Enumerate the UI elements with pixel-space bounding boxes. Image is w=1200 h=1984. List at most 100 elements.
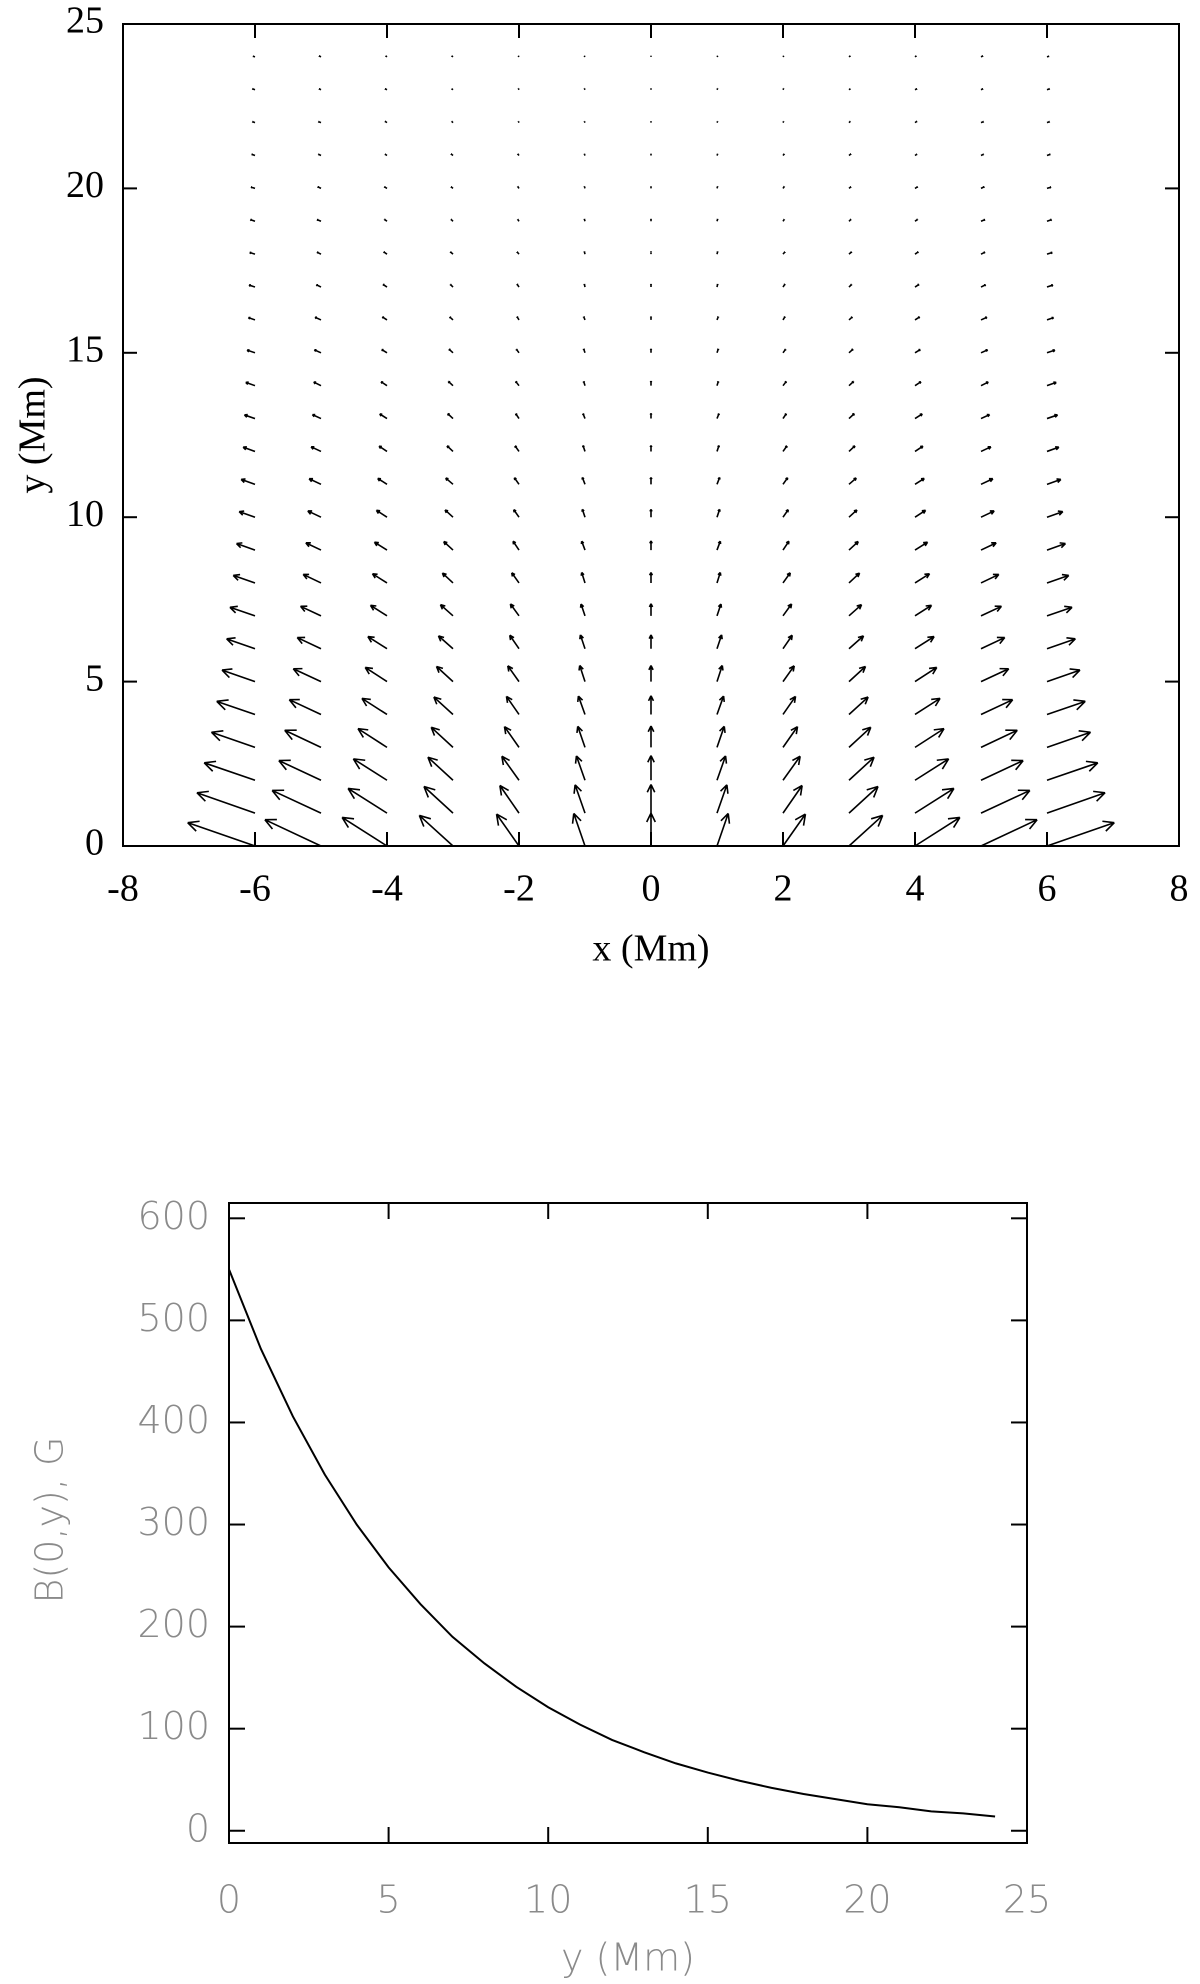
y-axis-label: B(0,y), G <box>28 1437 72 1604</box>
arrow <box>347 787 388 814</box>
arrow <box>445 477 454 485</box>
arrow <box>235 542 256 551</box>
arrow <box>435 665 454 683</box>
arrow <box>649 412 653 419</box>
arrow <box>433 696 454 716</box>
arrow <box>1046 55 1050 58</box>
arrow <box>980 348 989 354</box>
arrow <box>316 218 322 223</box>
arrow <box>247 316 256 321</box>
arrow <box>848 218 852 222</box>
arrow <box>716 603 723 617</box>
arrow <box>848 251 853 255</box>
arrow <box>980 381 989 387</box>
arrow <box>579 603 586 617</box>
y-tick-label: 600 <box>137 1194 210 1238</box>
arrow <box>980 636 1006 650</box>
arrow <box>980 218 986 223</box>
arrow <box>649 380 653 386</box>
arrow <box>1046 478 1062 486</box>
arrow <box>782 218 786 222</box>
arrow <box>314 316 322 321</box>
arrow <box>514 445 520 452</box>
arrow <box>371 572 388 584</box>
y-axis-label: y (Mm) <box>12 376 54 493</box>
arrow <box>310 445 322 453</box>
arrow <box>782 665 796 683</box>
arrow <box>645 812 657 846</box>
arrow <box>352 758 388 781</box>
arrow <box>450 87 454 91</box>
arrow <box>513 477 520 485</box>
arrow <box>576 725 586 748</box>
arrow <box>1046 573 1070 584</box>
arrow <box>914 251 919 255</box>
arrow <box>288 698 322 716</box>
arrow <box>1046 730 1092 749</box>
x-tick-label: 20 <box>843 1878 891 1922</box>
arrow <box>980 477 994 486</box>
y-tick-label: 0 <box>85 822 104 864</box>
arrow <box>313 348 322 354</box>
arrow <box>1046 760 1099 781</box>
arrow <box>848 348 854 354</box>
arrow <box>848 185 852 190</box>
arrow <box>716 218 719 222</box>
arrow <box>980 316 988 321</box>
arrow <box>517 55 520 58</box>
x-tick-label: -2 <box>503 868 535 910</box>
arrow <box>782 87 785 91</box>
arrow <box>450 153 454 157</box>
arrow <box>980 87 984 91</box>
arrow <box>516 251 520 255</box>
arrow <box>495 813 520 847</box>
arrow <box>782 120 785 123</box>
arrow <box>848 696 869 716</box>
x-tick-label: 4 <box>906 868 925 910</box>
arrow <box>242 445 256 453</box>
arrow <box>1046 349 1056 354</box>
arrow <box>240 478 256 486</box>
arrow <box>716 185 719 189</box>
x-tick-label: 0 <box>642 868 661 910</box>
arrow <box>430 726 454 748</box>
arrow <box>581 444 586 452</box>
arrow <box>716 664 724 682</box>
arrow <box>284 729 322 749</box>
arrow <box>245 381 256 387</box>
arrow <box>914 727 945 749</box>
arrow <box>716 571 722 584</box>
arrow <box>914 316 921 321</box>
arrow <box>782 603 793 617</box>
arrow <box>980 818 1038 847</box>
arrow <box>914 445 924 453</box>
arrow <box>446 412 454 420</box>
arrow <box>443 540 454 551</box>
arrow <box>248 284 256 288</box>
arrow <box>581 476 586 485</box>
arrow <box>980 698 1014 716</box>
arrow <box>378 445 388 453</box>
arrow <box>782 813 807 847</box>
y-tick-label: 200 <box>137 1602 210 1646</box>
arrow <box>251 87 256 91</box>
arrow <box>583 87 586 91</box>
arrow <box>250 186 256 190</box>
arrow <box>375 509 388 518</box>
arrow <box>980 573 1000 584</box>
arrow <box>782 508 790 518</box>
arrow <box>249 218 256 223</box>
x-tick-label: 2 <box>774 868 793 910</box>
arrow <box>292 667 322 683</box>
arrow <box>782 572 792 584</box>
arrow <box>221 668 256 683</box>
plot-frame <box>228 1202 1028 1844</box>
arrow <box>782 251 786 255</box>
arrow <box>716 348 720 354</box>
arrow <box>848 756 875 781</box>
x-tick-label: -6 <box>239 868 271 910</box>
arrow <box>914 816 961 847</box>
arrow <box>980 283 987 288</box>
arrow <box>232 573 256 584</box>
